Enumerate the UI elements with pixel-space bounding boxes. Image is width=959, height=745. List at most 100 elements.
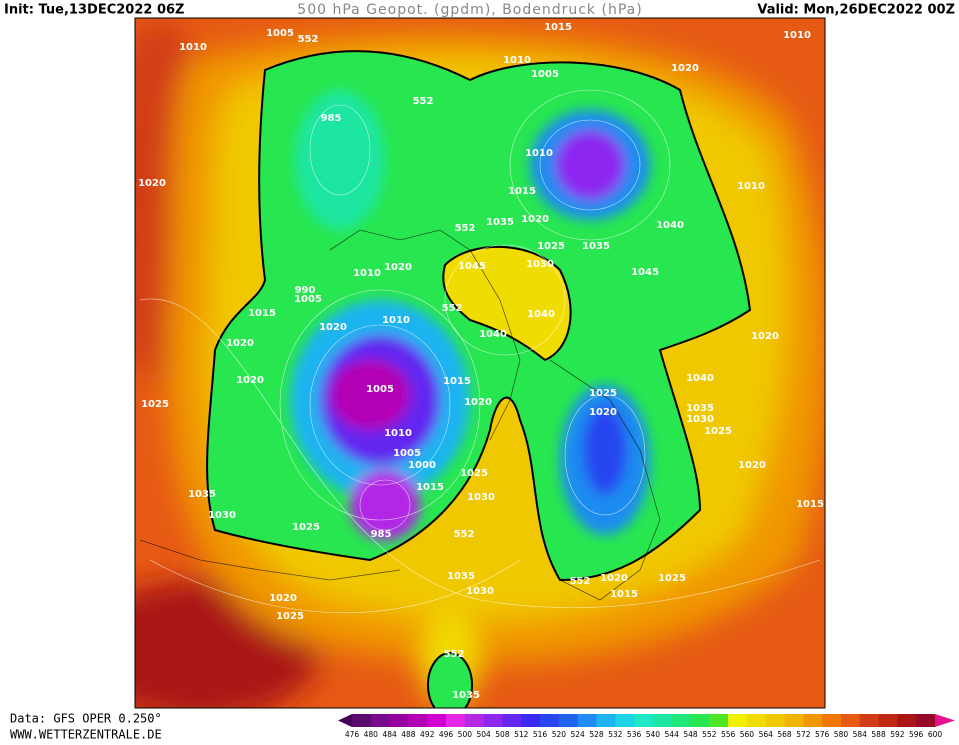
isobar-label: 552	[444, 649, 465, 660]
colorbar-segment	[408, 714, 428, 727]
isobar-label: 1035	[447, 571, 475, 582]
isobar-label: 1040	[527, 309, 555, 320]
title: 500 hPa Geopot. (gpdm), Bodendruck (hPa)	[297, 2, 642, 18]
colorbar-segment	[464, 714, 484, 727]
isobar-label: 1020	[464, 397, 492, 408]
isobar-label: 1000	[408, 460, 436, 471]
isobar-label: 1025	[276, 611, 304, 622]
colorbar-segment	[427, 714, 447, 727]
colorbar-segment	[822, 714, 842, 727]
isobar-label: 1040	[479, 329, 507, 340]
isobar-label: 1040	[656, 220, 684, 231]
isobar-label: 1010	[503, 55, 531, 66]
colorbar-segment	[897, 714, 917, 727]
isobar-label: 1005	[294, 294, 322, 305]
isobar-label: 1025	[537, 241, 565, 252]
colorbar-label: 500	[458, 730, 473, 739]
isobar-label: 552	[442, 303, 463, 314]
colorbar-end	[338, 714, 352, 727]
colorbar-label: 532	[608, 730, 623, 739]
colorbar-end	[935, 714, 955, 727]
colorbar-label: 600	[928, 730, 943, 739]
colorbar-segment	[709, 714, 729, 727]
isobar-label: 1035	[686, 403, 714, 414]
isobar-label: 1010	[783, 30, 811, 41]
colorbar-segment	[878, 714, 898, 727]
colorbar-segment	[859, 714, 879, 727]
data-source: Data: GFS OPER 0.250°	[10, 712, 162, 726]
colorbar-segment	[728, 714, 748, 727]
colorbar-segment	[558, 714, 578, 727]
colorbar-segment	[784, 714, 804, 727]
colorbar-segment	[370, 714, 390, 727]
isobar-label: 1020	[384, 262, 412, 273]
colorbar-segment	[502, 714, 522, 727]
isobar-label: 1020	[319, 322, 347, 333]
colorbar-segment	[540, 714, 560, 727]
isobar-label: 1030	[467, 492, 495, 503]
isobar-label: 1025	[704, 426, 732, 437]
colorbar-segment	[916, 714, 936, 727]
colorbar-label: 576	[815, 730, 830, 739]
isobar-label: 1020	[521, 214, 549, 225]
isobar-label: 1025	[141, 399, 169, 410]
colorbar-label: 560	[740, 730, 755, 739]
isobar-label: 552	[298, 34, 319, 45]
isobar-label: 1015	[610, 589, 638, 600]
init-time: Init: Tue,13DEC2022 06Z	[4, 3, 184, 18]
colorbar-segment	[840, 714, 861, 727]
colorbar-segment	[577, 714, 597, 727]
isobar-label: 1030	[208, 510, 236, 521]
colorbar-segment	[596, 714, 616, 727]
isobar-label: 1045	[458, 261, 486, 272]
isobar-label: 1015	[796, 499, 824, 510]
isobar-label: 985	[321, 113, 342, 124]
colorbar-label: 528	[589, 730, 604, 739]
colorbar-label: 476	[345, 730, 360, 739]
isobar-label: 1005	[366, 384, 394, 395]
isobar-label: 1030	[466, 586, 494, 597]
colorbar-label: 504	[476, 730, 491, 739]
colorbar-label: 548	[683, 730, 698, 739]
isobar-label: 1020	[671, 63, 699, 74]
colorbar-segment	[521, 714, 541, 727]
isobar-label: 1025	[292, 522, 320, 533]
isobar-label: 1010	[382, 315, 410, 326]
colorbar-segment	[634, 714, 654, 727]
colorbar-segment	[652, 714, 673, 727]
colorbar-segment	[803, 714, 823, 727]
colorbar-label: 480	[364, 730, 379, 739]
isobar-label: 1010	[525, 148, 553, 159]
isobar-label: 1005	[266, 28, 294, 39]
colorbar-label: 564	[759, 730, 774, 739]
map	[135, 18, 825, 708]
colorbar-label: 588	[871, 730, 886, 739]
isobar-label: 1015	[416, 482, 444, 493]
isobar-label: 1040	[686, 373, 714, 384]
isobar-label: 1035	[486, 217, 514, 228]
isobar-label: 1020	[236, 375, 264, 386]
colorbar-label: 572	[796, 730, 811, 739]
isobar-label: 1045	[631, 267, 659, 278]
colorbar-label: 496	[439, 730, 454, 739]
isobar-label: 1020	[269, 593, 297, 604]
website: WWW.WETTERZENTRALE.DE	[10, 728, 162, 742]
colorbar-segment	[352, 714, 372, 727]
isobar-label: 552	[455, 223, 476, 234]
colorbar-label: 544	[665, 730, 680, 739]
isobar-label: 1015	[544, 22, 572, 33]
isobar-label: 1030	[526, 259, 554, 270]
colorbar-segment	[746, 714, 767, 727]
isobar-label: 1025	[658, 573, 686, 584]
isobar-label: 1025	[589, 388, 617, 399]
isobar-label: 1005	[531, 69, 559, 80]
colorbar-label: 492	[420, 730, 435, 739]
isobar-label: 1030	[686, 414, 714, 425]
colorbar-segment	[615, 714, 635, 727]
isobar-label: 1010	[353, 268, 381, 279]
isobar-label: 1005	[393, 448, 421, 459]
colorbar-segment	[389, 714, 409, 727]
isobar-label: 552	[413, 96, 434, 107]
colorbar-label: 488	[401, 730, 416, 739]
map-frame	[134, 17, 826, 709]
